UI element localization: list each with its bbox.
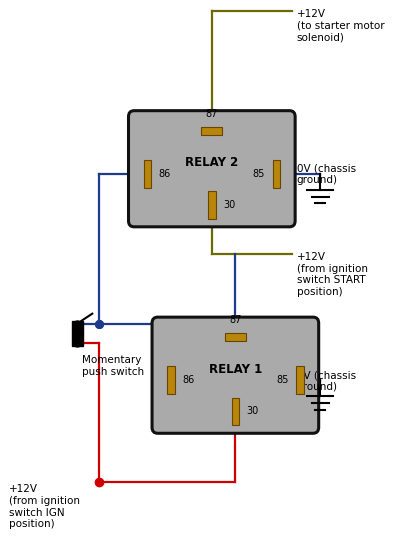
- Text: 0V (chassis
ground): 0V (chassis ground): [297, 370, 356, 392]
- Text: 0V (chassis
ground): 0V (chassis ground): [297, 164, 356, 186]
- Bar: [296, 366, 304, 394]
- Text: 86: 86: [159, 169, 171, 179]
- Bar: [225, 333, 246, 341]
- FancyBboxPatch shape: [129, 111, 295, 227]
- FancyBboxPatch shape: [152, 317, 319, 433]
- Text: RELAY 2: RELAY 2: [185, 156, 238, 169]
- Text: 85: 85: [253, 169, 265, 179]
- Text: 30: 30: [223, 200, 235, 210]
- Bar: [232, 398, 239, 425]
- Text: 87: 87: [206, 109, 218, 118]
- Text: +12V
(from ignition
switch IGN
position): +12V (from ignition switch IGN position): [10, 484, 80, 529]
- Bar: [273, 160, 280, 188]
- Text: 86: 86: [182, 375, 194, 385]
- Text: 85: 85: [276, 375, 289, 385]
- Bar: [72, 321, 83, 346]
- Text: 87: 87: [229, 315, 242, 325]
- Bar: [201, 127, 222, 135]
- Text: 30: 30: [247, 406, 259, 417]
- Text: Momentary
push switch: Momentary push switch: [82, 355, 144, 377]
- Bar: [144, 160, 151, 188]
- Bar: [208, 191, 216, 219]
- Text: +12V
(from ignition
switch START
position): +12V (from ignition switch START positio…: [297, 252, 368, 297]
- Bar: [167, 366, 175, 394]
- Text: RELAY 1: RELAY 1: [209, 363, 262, 376]
- Text: +12V
(to starter motor
solenoid): +12V (to starter motor solenoid): [297, 9, 384, 42]
